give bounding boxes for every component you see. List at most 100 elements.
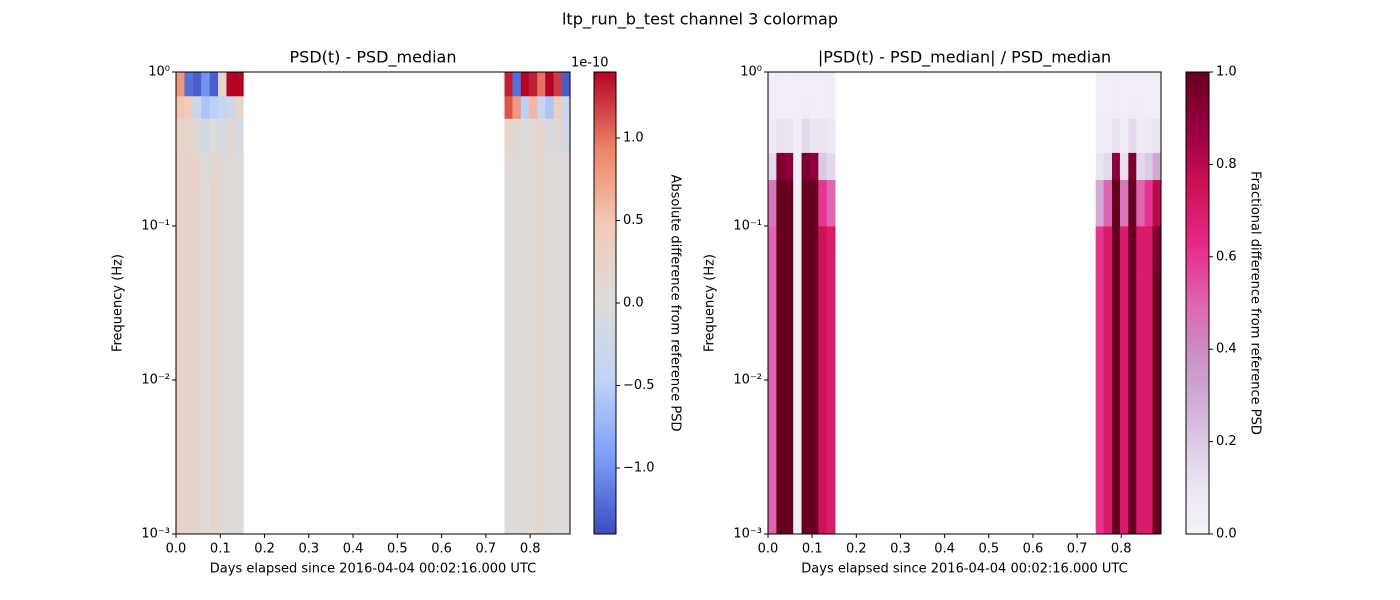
heatmap-cell bbox=[234, 179, 244, 227]
heatmap-cell bbox=[545, 272, 555, 535]
x-tick-label: 0.2 bbox=[254, 542, 275, 557]
y-tick-label: 10⁻¹ bbox=[733, 219, 762, 234]
axes-title: PSD(t) - PSD_median bbox=[290, 48, 457, 68]
heatmap-cell bbox=[793, 118, 802, 153]
x-tick-label: 0.3 bbox=[890, 542, 911, 557]
x-tick-label: 0.4 bbox=[343, 542, 364, 557]
heatmap-cell bbox=[234, 272, 244, 535]
colorbar-tick-label: 1.0 bbox=[1216, 65, 1237, 80]
heatmap-cell bbox=[545, 179, 555, 227]
heatmap-cell bbox=[512, 152, 522, 181]
heatmap-cell bbox=[793, 179, 802, 227]
heatmap-cell bbox=[793, 95, 802, 119]
heatmap-cell bbox=[209, 226, 219, 273]
heatmap-cell bbox=[1128, 179, 1137, 227]
heatmap-cell bbox=[209, 179, 219, 227]
axes-title: |PSD(t) - PSD_median| / PSD_median bbox=[818, 48, 1111, 68]
heatmap-cell bbox=[520, 226, 530, 273]
heatmap-cell bbox=[1119, 179, 1129, 227]
heatmap-cell bbox=[1111, 95, 1121, 119]
heatmap-cell bbox=[1136, 95, 1146, 119]
x-tick-label: 0.7 bbox=[476, 542, 497, 557]
colorbar-tick-label: −1.0 bbox=[623, 461, 655, 476]
heatmap-cell bbox=[784, 118, 794, 153]
heatmap-cell bbox=[218, 152, 227, 181]
heatmap-cell bbox=[1152, 226, 1162, 273]
heatmap-cell bbox=[826, 118, 836, 153]
heatmap-cell bbox=[1152, 118, 1162, 153]
heatmap-cell bbox=[545, 152, 555, 181]
heatmap-cell bbox=[776, 179, 786, 227]
heatmap-cell bbox=[1144, 72, 1154, 97]
heatmap-cell bbox=[1111, 179, 1121, 227]
heatmap-cell bbox=[504, 72, 513, 97]
heatmap-cell bbox=[176, 179, 185, 227]
heatmap-cell bbox=[512, 118, 522, 153]
heatmap-cell bbox=[192, 272, 202, 535]
heatmap-cell bbox=[537, 152, 546, 181]
heatmap-cell bbox=[176, 272, 185, 535]
heatmap-cell bbox=[184, 72, 194, 97]
heatmap-cell bbox=[192, 179, 202, 227]
colorbar-offset: 1e-10 bbox=[571, 56, 609, 71]
heatmap-cell bbox=[226, 152, 236, 181]
colorbar-tick-label: 0.8 bbox=[1216, 157, 1237, 172]
heatmap-cell bbox=[226, 272, 236, 535]
heatmap-cell bbox=[1128, 95, 1137, 119]
heatmap-cell bbox=[234, 152, 244, 181]
heatmap-cell bbox=[545, 226, 555, 273]
heatmap-cell bbox=[818, 179, 828, 227]
heatmap-cell bbox=[809, 179, 819, 227]
heatmap-cell bbox=[561, 95, 571, 119]
heatmap-cell bbox=[520, 272, 530, 535]
y-tick-label: 10⁰ bbox=[148, 65, 170, 80]
heatmap-cell bbox=[1152, 72, 1162, 97]
colorbar-tick-label: 0.0 bbox=[623, 296, 644, 311]
x-tick-label: 0.1 bbox=[802, 542, 823, 557]
heatmap-cell bbox=[768, 152, 777, 181]
heatmap-cell bbox=[768, 226, 777, 273]
heatmap-cell bbox=[504, 118, 513, 153]
heatmap-cell bbox=[1128, 152, 1137, 181]
heatmap-cell bbox=[234, 72, 244, 97]
x-tick-label: 0.8 bbox=[520, 542, 541, 557]
heatmap-cell bbox=[776, 226, 786, 273]
heatmap-cell bbox=[192, 72, 202, 97]
heatmap-cell bbox=[209, 72, 219, 97]
heatmap-cell bbox=[1103, 272, 1113, 535]
heatmap-cell bbox=[1095, 118, 1104, 153]
x-axis-label: Days elapsed since 2016-04-04 00:02:16.0… bbox=[210, 562, 536, 577]
heatmap-cell bbox=[553, 72, 562, 97]
x-tick-label: 0.0 bbox=[166, 542, 187, 557]
heatmap-cell bbox=[1103, 152, 1113, 181]
heatmap-cell bbox=[553, 95, 562, 119]
colorbar-tick-label: 0.6 bbox=[1216, 249, 1237, 264]
heatmap-cell bbox=[226, 179, 236, 227]
heatmap-cell bbox=[176, 118, 185, 153]
heatmap-cell bbox=[1136, 152, 1146, 181]
heatmap-cell bbox=[504, 179, 513, 227]
heatmap-cell bbox=[1119, 95, 1129, 119]
heatmap-cell bbox=[553, 118, 562, 153]
heatmap-cell bbox=[545, 72, 555, 97]
heatmap-cell bbox=[537, 72, 546, 97]
heatmap-cell bbox=[226, 72, 236, 97]
heatmap-cell bbox=[218, 72, 227, 97]
heatmap-cell bbox=[801, 95, 811, 119]
colorbar-tick-label: 0.0 bbox=[1216, 527, 1237, 542]
heatmap-cell bbox=[520, 179, 530, 227]
heatmap-cell bbox=[826, 72, 836, 97]
heatmap-cell bbox=[176, 72, 185, 97]
heatmap-cell bbox=[528, 118, 538, 153]
heatmap-cell bbox=[504, 95, 513, 119]
colorbar-tick-label: 0.5 bbox=[623, 213, 644, 228]
heatmap-cell bbox=[768, 95, 777, 119]
heatmap-cell bbox=[1136, 179, 1146, 227]
heatmap-cell bbox=[1136, 272, 1146, 535]
heatmap-cell bbox=[768, 272, 777, 535]
heatmap-cell bbox=[520, 118, 530, 153]
y-tick-label: 10⁻² bbox=[733, 373, 762, 388]
heatmap-cell bbox=[226, 226, 236, 273]
heatmap-cell bbox=[1095, 72, 1104, 97]
heatmap-cell bbox=[1111, 272, 1121, 535]
